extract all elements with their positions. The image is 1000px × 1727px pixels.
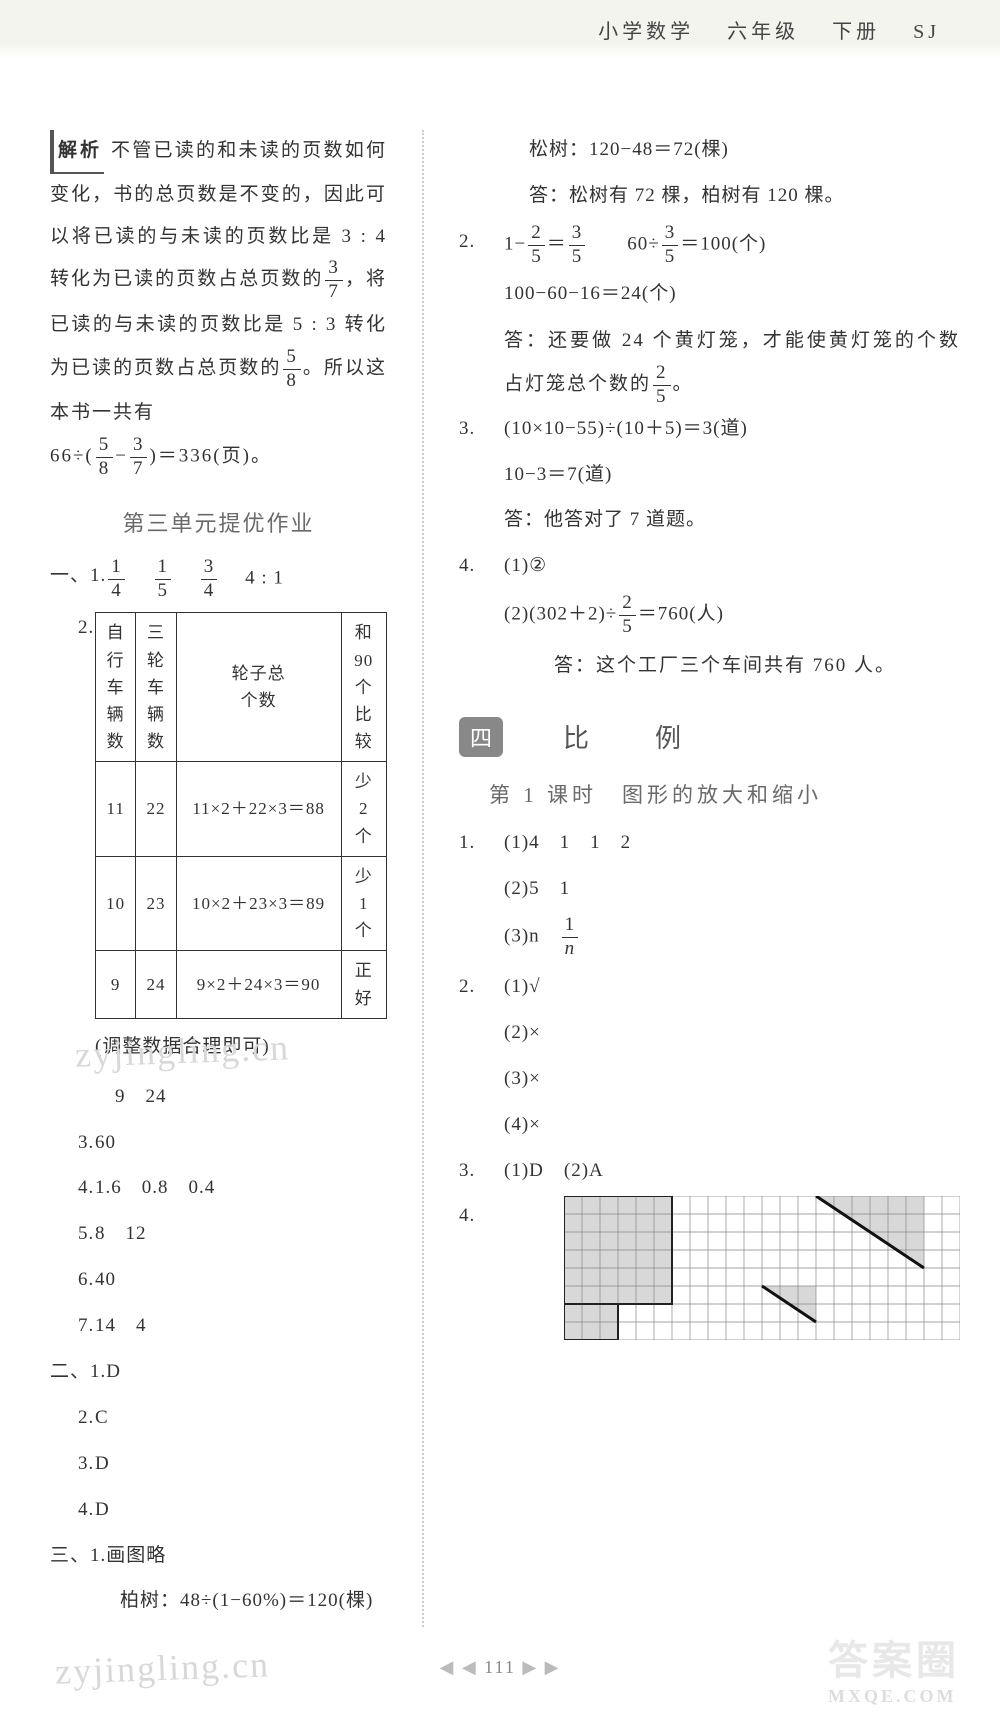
rr1: 1.(1)4 1 1 2	[459, 823, 960, 863]
column-divider	[422, 130, 424, 1627]
table-note: (调整数据合理即可)	[95, 1027, 387, 1067]
q7-row: 7.14 4	[50, 1306, 387, 1346]
r-top-2: 答：松树有 72 棵，柏树有 120 棵。	[459, 176, 960, 216]
header-grade: 六年级	[727, 21, 799, 43]
frac-5-8: 58	[283, 346, 301, 393]
analysis-paragraph: 解析 不管已读的和未读的页数如何变化，书的总页数是不变的，因此可以将已读的与未读…	[50, 130, 387, 434]
q1-body: 14 15 34 4 : 1	[106, 556, 387, 603]
page-footer: zyjingling.cn ◀ ◀ 111 ▶ ▶ 答案圈 MXQE.COM	[0, 1657, 1000, 1727]
rr2-3: (3)×	[459, 1059, 960, 1099]
table-header-row: 自行 车辆 数 三轮 车辆 数 轮子总 个数 和 90 个比 较	[96, 613, 387, 762]
q2-label: 2.	[50, 608, 95, 648]
table-row: 102310×2＋23×3＝89少 1 个	[96, 856, 387, 951]
q6-row: 6.40	[50, 1260, 387, 1300]
lesson-title: 第 1 课时 图形的放大和缩小	[459, 779, 960, 809]
q1-label: 一、1.	[50, 556, 106, 596]
grid-figure	[564, 1196, 960, 1355]
q2-table-wrap: 自行 车辆 数 三轮 车辆 数 轮子总 个数 和 90 个比 较 112211×…	[95, 608, 387, 1116]
left-column: 解析 不管已读的和未读的页数如何变化，书的总页数是不变的，因此可以将已读的与未读…	[50, 130, 387, 1627]
header-edition: SJ	[913, 21, 940, 43]
rr1-3: (3)n 1n	[459, 914, 960, 961]
rq3: 3.(10×10−55)÷(10＋5)＝3(道)	[459, 409, 960, 449]
rq2: 2. 1−25＝35 60÷35＝100(个)	[459, 222, 960, 269]
r-top-1: 松树：120−48＝72(棵)	[459, 130, 960, 170]
sec2-1: 二、1.D	[50, 1352, 387, 1392]
sec3-line2: 柏树：48÷(1−60%)＝120(棵)	[50, 1581, 387, 1621]
rr1-2: (2)5 1	[459, 869, 960, 909]
sec3-row: 三、1.画图略	[50, 1536, 387, 1576]
sec2-3: 3.D	[50, 1444, 387, 1484]
page-number: ◀ ◀ 111 ▶ ▶	[439, 1657, 560, 1678]
header-volume: 下册	[832, 21, 880, 43]
analysis-equation: 66÷(58−37)＝336(页)。	[50, 434, 387, 481]
unit-number: 四	[459, 717, 503, 757]
q3-row: 3.60	[50, 1123, 387, 1163]
rq4-l3: 答：这个工厂三个车间共有 760 人。	[459, 645, 960, 687]
sec2-4: 4.D	[50, 1490, 387, 1530]
rr2: 2.(1)√	[459, 967, 960, 1007]
unit-title: 比 例	[563, 718, 701, 755]
section-title: 第三单元提优作业	[50, 506, 387, 538]
rq2-l3: 答：还要做 24 个黄灯笼，才能使黄灯笼的个数占灯笼总个数的25。	[459, 320, 960, 408]
th-bike: 自行 车辆 数	[96, 613, 136, 762]
unit-header: 四 比 例	[459, 717, 960, 757]
answer-logo: 答案圈 MXQE.COM	[828, 1628, 960, 1707]
sec2-2: 2.C	[50, 1398, 387, 1438]
table-row: 9249×2＋24×3＝90正好	[96, 951, 387, 1018]
q4-row: 4.1.6 0.8 0.4	[50, 1168, 387, 1208]
rq4: 4.(1)②	[459, 546, 960, 586]
grid-svg	[564, 1196, 960, 1340]
rq2-l2: 100−60−16＝24(个)	[459, 274, 960, 314]
header-text: 小学数学 六年级 下册 SJ	[598, 15, 940, 44]
rr2-2: (2)×	[459, 1013, 960, 1053]
right-column: 松树：120−48＝72(棵) 答：松树有 72 棵，柏树有 120 棵。 2.…	[459, 130, 960, 1627]
rr3: 3.(1)D (2)A	[459, 1151, 960, 1191]
wheel-table: 自行 车辆 数 三轮 车辆 数 轮子总 个数 和 90 个比 较 112211×…	[95, 612, 387, 1018]
rq4-l2: (2)(302＋2)÷25＝760(人)	[459, 592, 960, 639]
analysis-label: 解析	[50, 130, 104, 174]
table-row: 112211×2＋22×3＝88少 2 个	[96, 762, 387, 857]
q1-row: 一、1. 14 15 34 4 : 1	[50, 556, 387, 603]
th-total: 轮子总 个数	[176, 613, 341, 762]
frac-3-7: 37	[325, 257, 343, 304]
page-header: 小学数学 六年级 下册 SJ	[0, 0, 1000, 60]
header-subject: 小学数学	[598, 21, 694, 43]
page: 小学数学 六年级 下册 SJ 解析 不管已读的和未读的页数如何变化，书的总页数是…	[0, 0, 1000, 1727]
content-area: 解析 不管已读的和未读的页数如何变化，书的总页数是不变的，因此可以将已读的与未读…	[0, 60, 1000, 1657]
rq3-l3: 答：他答对了 7 道题。	[459, 500, 960, 540]
rr2-4: (4)×	[459, 1105, 960, 1145]
q2-row: 2. 自行 车辆 数 三轮 车辆 数 轮子总 个数 和 90 个比 较 1122…	[50, 608, 387, 1116]
th-trike: 三轮 车辆 数	[136, 613, 176, 762]
rr4: 4.	[459, 1196, 960, 1355]
table-answer: 9 24	[95, 1077, 387, 1117]
rq3-l2: 10−3＝7(道)	[459, 455, 960, 495]
q5-row: 5.8 12	[50, 1214, 387, 1254]
th-compare: 和 90 个比 较	[341, 613, 386, 762]
